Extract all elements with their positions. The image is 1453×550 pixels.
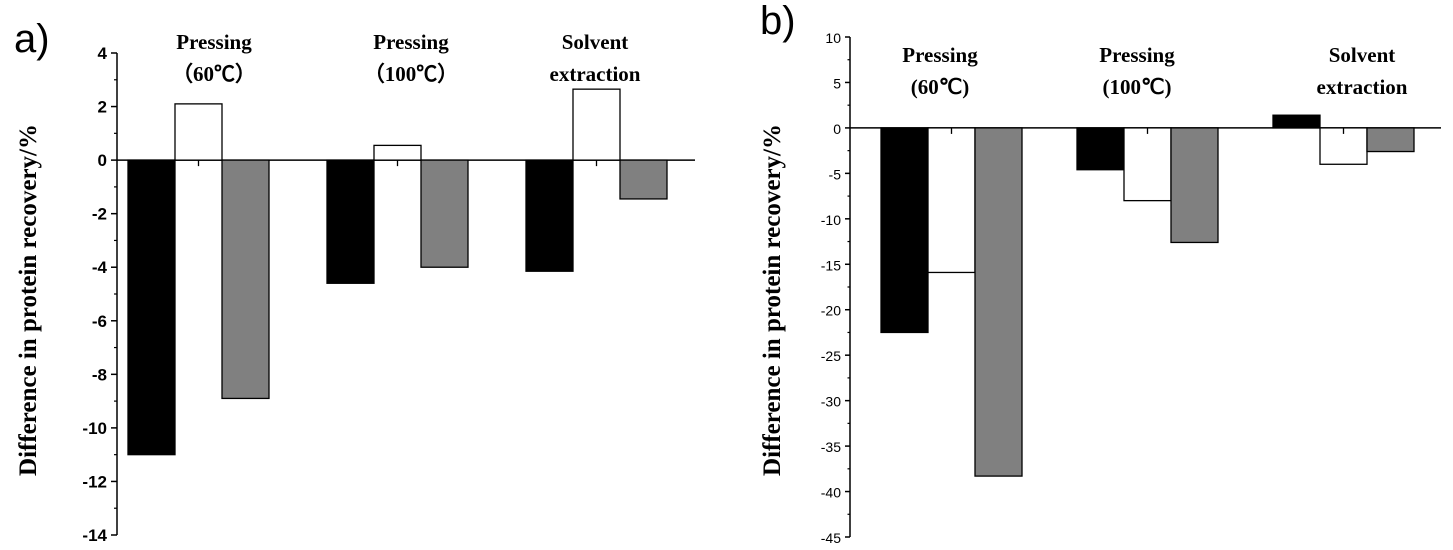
y-tick-label: -35: [821, 439, 841, 455]
panel-a-ylabel: Difference in protein recovery/%: [15, 124, 42, 476]
bar: [174, 103, 223, 161]
y-tick-label: -20: [821, 303, 841, 319]
category-label: Pressing: [373, 30, 449, 54]
panel-a-label: a): [14, 17, 50, 61]
panel-a-plot: 4 2 0 -2 -4 -6 -8 -10 -12 -14 Pressing （60℃） Pressin…: [82, 30, 695, 545]
bar: [326, 159, 375, 284]
bar: [420, 159, 469, 268]
bar: [1319, 127, 1368, 165]
category-label: Pressing: [176, 30, 252, 54]
bar: [373, 144, 422, 161]
bar: [572, 88, 621, 161]
y-tick-label: -14: [82, 526, 107, 545]
category-label: Solvent: [1329, 43, 1396, 67]
y-tick-label: -8: [92, 365, 107, 384]
category-label: (100℃): [1102, 75, 1171, 99]
y-tick-label: 4: [98, 44, 108, 63]
bar: [221, 159, 270, 400]
bar: [619, 159, 668, 200]
bar: [1170, 127, 1219, 244]
y-tick-label: -25: [821, 348, 841, 364]
y-tick-label: 10: [825, 30, 841, 46]
y-tick-label: -40: [821, 485, 841, 501]
bar: [880, 127, 929, 334]
y-tick-label: 0: [98, 151, 107, 170]
y-tick-label: -45: [821, 530, 841, 546]
y-tick-label: -12: [82, 472, 107, 491]
category-label: Solvent: [562, 30, 629, 54]
y-tick-label: -5: [829, 166, 842, 182]
panel-b-plot: 10 5 0 -5 -10 -15 -20 -25 -30 -35 -40 -45 Pressing (6…: [821, 30, 1441, 546]
bar: [1076, 127, 1125, 171]
category-label: extraction: [550, 62, 641, 86]
panel-b-label: b): [760, 0, 796, 43]
category-label: Pressing: [902, 43, 978, 67]
y-tick-label: -6: [92, 312, 107, 331]
bar: [927, 127, 976, 274]
bar: [974, 127, 1023, 477]
y-tick-label: -30: [821, 394, 841, 410]
y-tick-label: -10: [821, 212, 841, 228]
bar: [1272, 114, 1321, 129]
y-tick-label: 2: [98, 98, 107, 117]
bar: [1123, 127, 1172, 202]
category-label: （100℃）: [364, 62, 459, 86]
y-tick-label: -4: [92, 258, 108, 277]
y-tick-label: 0: [833, 121, 841, 137]
category-label: extraction: [1317, 75, 1408, 99]
panel-a: a) Difference in protein recovery/% 4 2 0 -…: [14, 17, 695, 545]
y-tick-label: -2: [92, 205, 107, 224]
y-tick-label: 5: [833, 75, 841, 91]
bar: [525, 159, 574, 272]
bar: [1366, 127, 1415, 153]
category-label: （60℃）: [172, 62, 256, 86]
y-tick-label: -10: [82, 419, 107, 438]
y-tick-label: -15: [821, 257, 841, 273]
panel-b-ylabel: Difference in protein recovery/%: [759, 124, 786, 476]
bar: [127, 159, 176, 456]
category-label: (60℃): [911, 75, 970, 99]
category-label: Pressing: [1099, 43, 1175, 67]
panel-b: b) Difference in protein recovery/% 10 5 0…: [759, 0, 1441, 546]
